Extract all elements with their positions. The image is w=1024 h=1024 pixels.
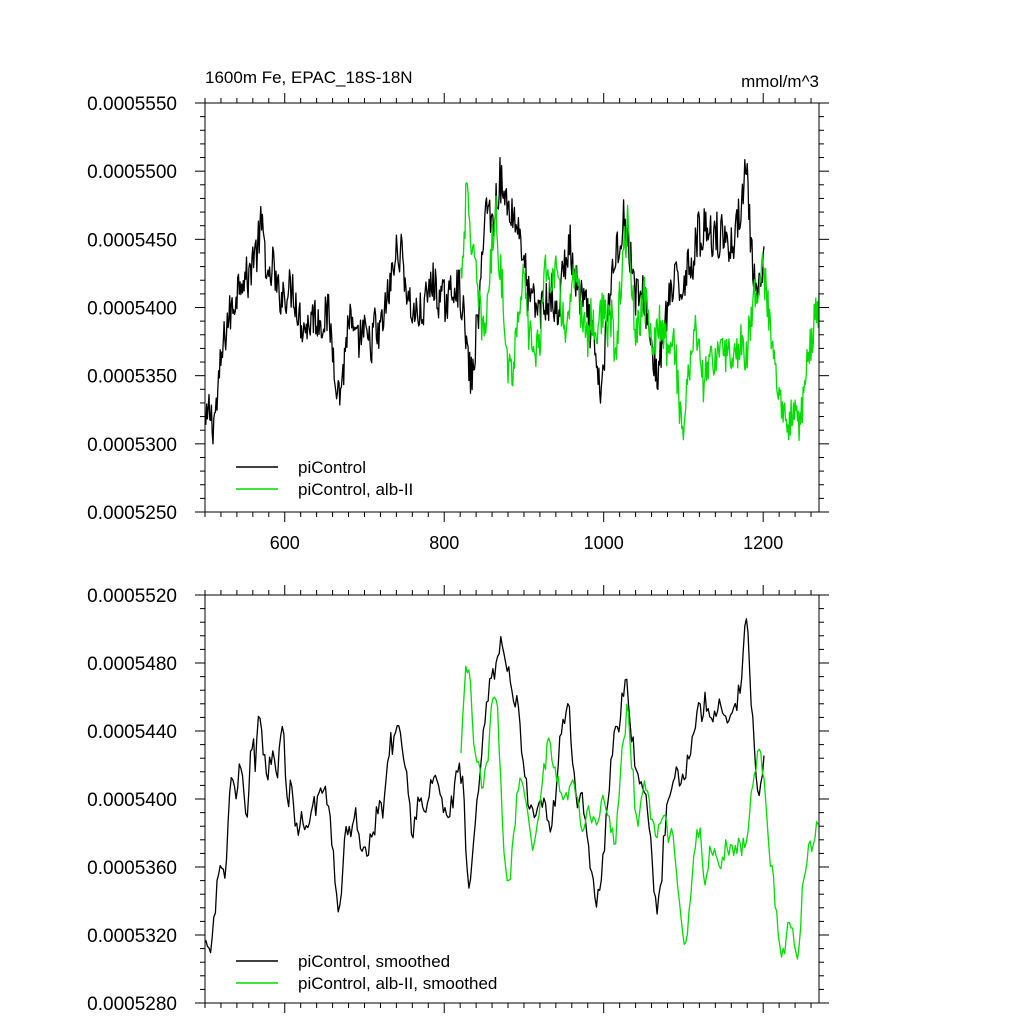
series-line-picontrol [205, 618, 765, 954]
units-label: mmol/m^3 [741, 72, 819, 91]
series-line-picontrol-alb-ii [460, 665, 819, 960]
legend-label: piControl, alb-II, smoothed [298, 974, 497, 993]
y-tick-label: 0.0005300 [87, 435, 177, 456]
y-tick-label: 0.0005450 [87, 230, 177, 251]
y-tick-label: 0.0005440 [87, 722, 177, 743]
x-tick-label: 1200 [743, 533, 783, 553]
y-tick-label: 0.0005400 [87, 299, 177, 320]
y-tick-label: 0.0005350 [87, 367, 177, 388]
x-tick-label: 600 [270, 533, 300, 553]
legend-label: piControl [298, 458, 366, 477]
y-tick-label: 0.0005280 [87, 994, 177, 1015]
y-tick-label: 0.0005400 [87, 790, 177, 811]
y-tick-label: 0.0005480 [87, 654, 177, 675]
x-tick-label: 800 [429, 533, 459, 553]
x-tick-label: 1000 [584, 533, 624, 553]
y-tick-label: 0.0005520 [87, 586, 177, 607]
chart-title: 1600m Fe, EPAC_18S-18N [205, 68, 413, 87]
legend-label: piControl, alb-II [298, 480, 413, 499]
y-tick-label: 0.0005250 [87, 503, 177, 524]
series-line-picontrol-alb-ii [460, 182, 819, 442]
bottom-panel: 0.0005280 0.0005320 0.0005360 0.0005400 0.00… [87, 585, 829, 1015]
legend-label: piControl, smoothed [298, 952, 450, 971]
y-tick-label: 0.0005320 [87, 926, 177, 947]
top-panel: 600 800 1000 1200 0.0005250 0.0005300 0.000535… [87, 93, 829, 553]
y-tick-label: 0.0005500 [87, 162, 177, 183]
y-tick-label: 0.0005360 [87, 858, 177, 879]
y-tick-label: 0.0005550 [87, 94, 177, 115]
series-line-picontrol [205, 157, 765, 445]
